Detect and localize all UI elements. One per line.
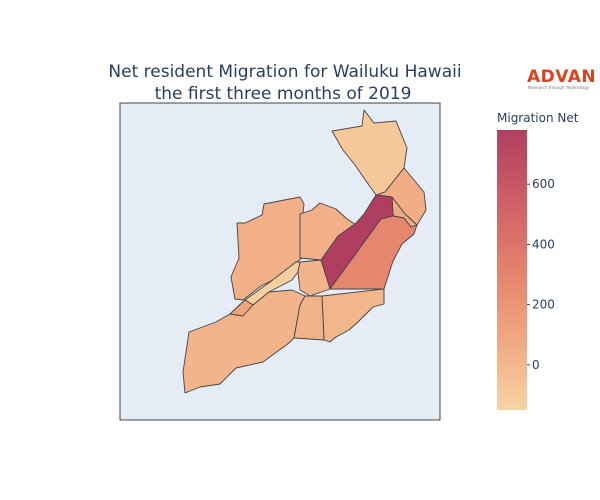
region-east-coast[interactable] xyxy=(329,215,418,290)
colorbar-tick-label: 200 xyxy=(532,298,555,312)
colorbar-tick-label: 0 xyxy=(532,358,540,372)
region-south-center[interactable] xyxy=(293,295,325,341)
colorbar-tick-label: 400 xyxy=(532,237,555,251)
brand-logo: ADVAN Research through Technology xyxy=(527,67,596,90)
colorbar-gradient xyxy=(497,130,527,410)
region-southeast[interactable] xyxy=(321,288,385,343)
region-southwest-strip[interactable] xyxy=(229,299,254,317)
region-north-central[interactable] xyxy=(299,202,356,261)
colorbar-tick-label: 600 xyxy=(532,177,555,191)
region-south-large[interactable] xyxy=(182,289,306,394)
colorbar-title: Migration Net xyxy=(497,111,579,125)
map-regions xyxy=(182,109,427,394)
colorbar: Migration Net 0 200 400 600 xyxy=(497,111,579,410)
map-title-line-2: the first three months of 2019 xyxy=(155,84,412,104)
logo-tagline: Research through Technology xyxy=(528,85,590,90)
logo-wordmark: ADVAN xyxy=(527,67,596,87)
map-title-line-1: Net resident Migration for Wailuku Hawai… xyxy=(108,62,461,82)
